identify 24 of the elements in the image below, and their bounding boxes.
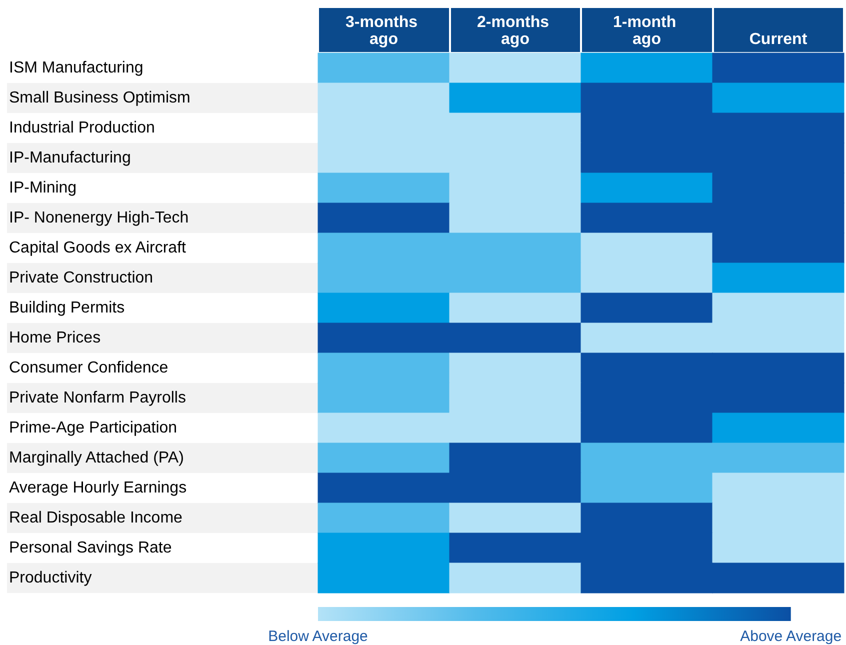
color-bar-label: Below Average [268,628,368,645]
y-tick-label: ISM Manufacturing [9,60,144,76]
x-tick-label: 1-month ago [612,14,681,48]
color-bar-label: Above Average [740,628,842,645]
y-tick-label: Average Hourly Earnings [9,480,187,496]
y-tick-label: Real Disposable Income [9,510,183,526]
y-tick-label: Consumer Confidence [9,360,168,376]
x-tick-label: Current [749,31,808,48]
y-tick-label: Industrial Production [9,120,155,136]
y-tick-label: Capital Goods ex Aircraft [9,240,187,256]
y-tick-label: Small Business Optimism [9,90,190,106]
y-tick-label: Personal Savings Rate [9,540,172,556]
x-tick-label: 3-months ago [346,14,422,48]
y-tick-label: IP-Mining [9,180,77,196]
y-tick-label: Private Construction [9,270,154,286]
y-tick-label: IP-Manufacturing [9,150,131,166]
x-tick-label: 2-months ago [477,14,554,48]
y-tick-label: Building Permits [9,300,125,316]
y-tick-label: Private Nonfarm Payrolls [9,390,186,406]
y-tick-label: Marginally Attached (PA) [9,450,184,466]
y-tick-label: IP- Nonenergy High-Tech [9,210,189,226]
y-tick-label: Home Prices [9,330,101,346]
y-tick-label: Prime-Age Participation [9,420,178,436]
y-tick-label: Productivity [9,570,92,586]
